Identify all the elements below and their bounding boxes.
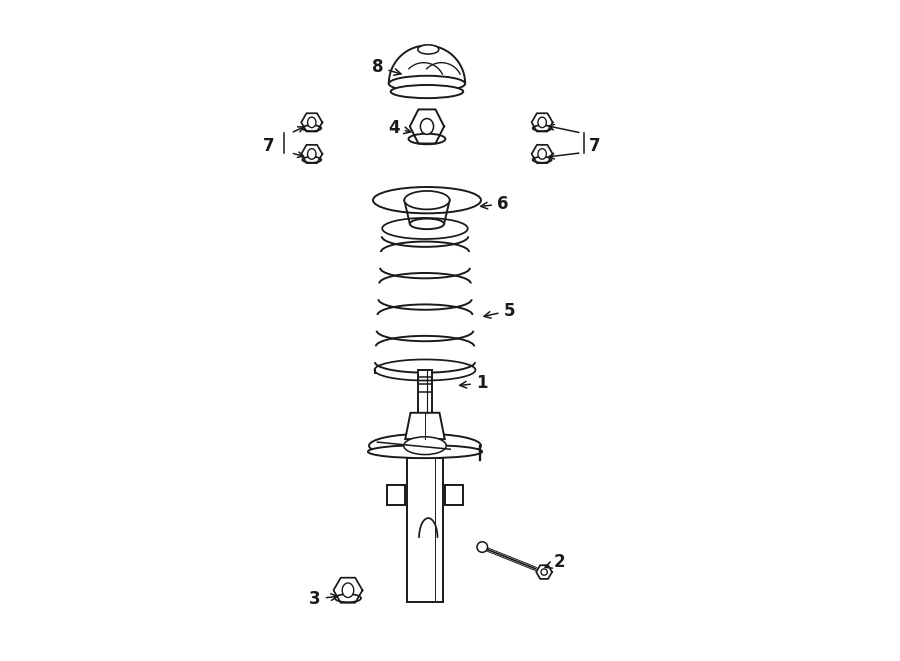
Text: 8: 8 — [372, 58, 400, 76]
Text: 2: 2 — [545, 553, 565, 571]
Ellipse shape — [368, 445, 482, 458]
Polygon shape — [410, 110, 444, 143]
Text: 1: 1 — [460, 374, 487, 392]
Polygon shape — [532, 145, 553, 163]
Text: 7: 7 — [589, 137, 600, 155]
Text: 6: 6 — [481, 195, 508, 213]
Ellipse shape — [410, 219, 444, 229]
Ellipse shape — [477, 542, 488, 553]
Bar — [387, 485, 405, 505]
Polygon shape — [389, 46, 465, 92]
Ellipse shape — [342, 583, 354, 598]
Bar — [445, 485, 464, 505]
Text: 5: 5 — [484, 302, 515, 320]
Ellipse shape — [404, 437, 446, 455]
Ellipse shape — [533, 125, 552, 131]
Ellipse shape — [420, 118, 434, 134]
Ellipse shape — [418, 45, 439, 54]
Ellipse shape — [389, 76, 465, 92]
Bar — [407, 457, 444, 602]
Ellipse shape — [373, 187, 481, 214]
Polygon shape — [536, 565, 552, 579]
Text: 7: 7 — [263, 137, 274, 155]
Polygon shape — [532, 113, 553, 132]
Ellipse shape — [335, 594, 361, 602]
Ellipse shape — [369, 434, 481, 457]
Ellipse shape — [404, 191, 450, 210]
Polygon shape — [302, 113, 322, 132]
Polygon shape — [334, 578, 363, 603]
Ellipse shape — [541, 569, 547, 575]
Polygon shape — [405, 412, 445, 439]
Ellipse shape — [538, 117, 546, 128]
Polygon shape — [302, 145, 322, 163]
Ellipse shape — [533, 157, 552, 163]
Ellipse shape — [409, 134, 446, 144]
Polygon shape — [418, 370, 432, 412]
Ellipse shape — [308, 117, 316, 128]
Ellipse shape — [391, 85, 464, 98]
Ellipse shape — [302, 125, 321, 131]
Text: 3: 3 — [310, 590, 338, 608]
Ellipse shape — [302, 157, 321, 163]
Ellipse shape — [308, 149, 316, 159]
Ellipse shape — [538, 149, 546, 159]
Text: 4: 4 — [388, 119, 410, 137]
